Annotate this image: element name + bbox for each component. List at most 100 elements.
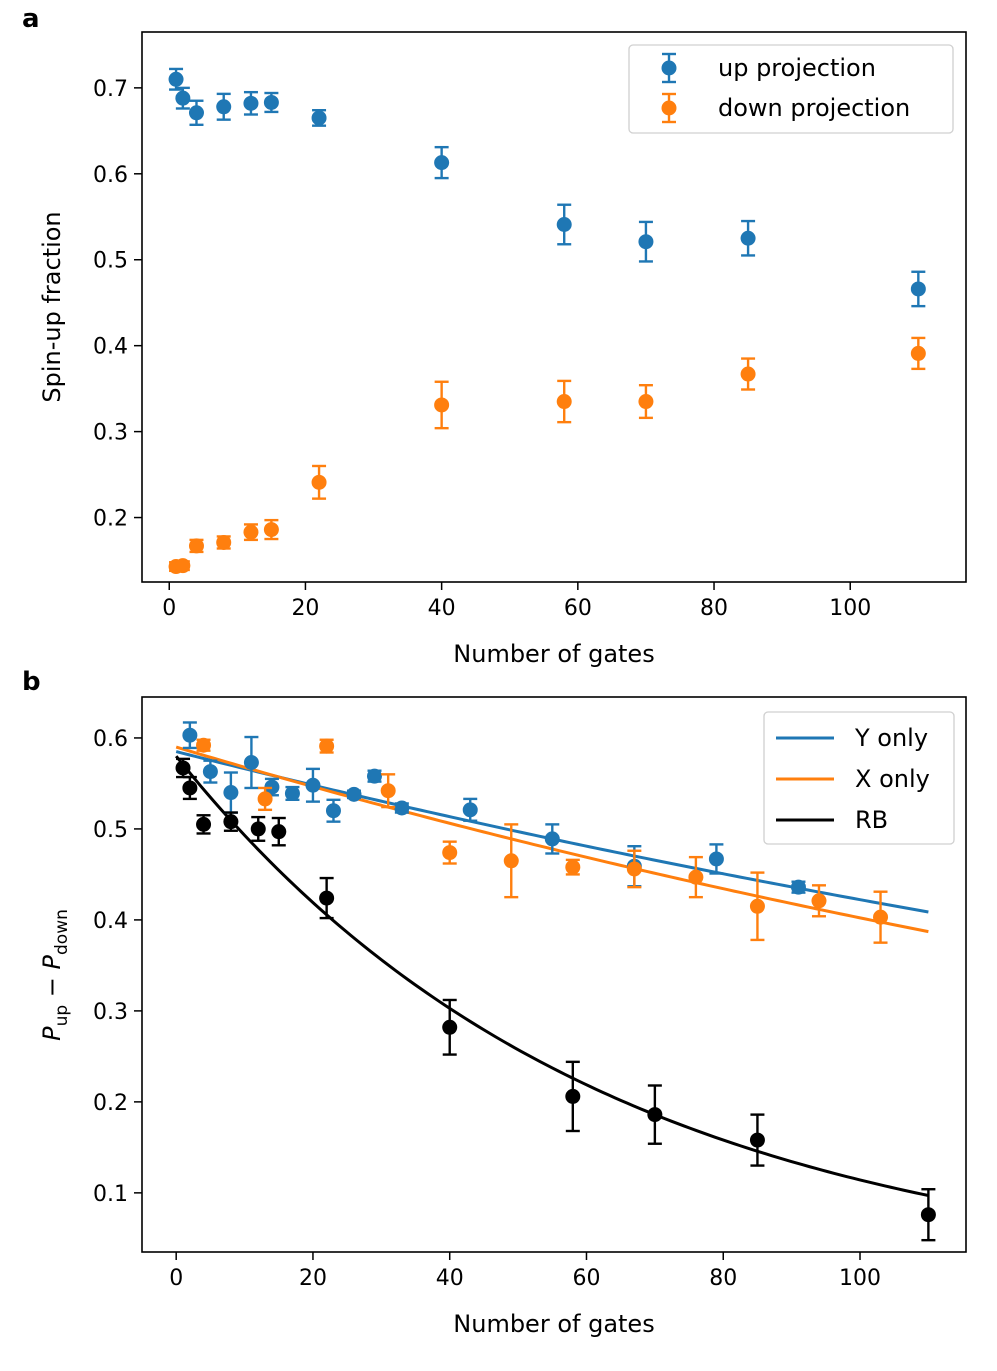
data-point [910,345,926,361]
legend-entry-down-projection [661,92,677,124]
panel-b-series-y-only [182,721,806,895]
data-point [544,831,560,847]
data-point [175,760,191,776]
data-point [556,394,572,410]
panel-a-ytick-label-2: 0.4 [93,335,128,360]
panel-a-frame [141,31,967,583]
panel-a-ytick-label-3: 0.5 [93,249,128,274]
panel-a-ytick-label-1: 0.3 [93,421,128,446]
data-point [503,853,519,869]
panel-a-series-up-projection [168,67,926,308]
panel-a-series-down-projection [168,336,926,575]
panel-a-xlabel: Number of gates [453,640,654,668]
data-point [688,869,704,885]
data-point [749,1132,765,1148]
panel-a-legend-box [628,44,954,134]
data-point [243,95,259,111]
data-point [910,281,926,297]
data-point [790,879,806,895]
data-point [442,1019,458,1035]
data-point [319,890,335,906]
data-point [243,755,259,771]
data-point [434,397,450,413]
panel-a-xtick-label-0: 0 [162,596,176,621]
data-point [182,727,198,743]
panel-b: b 0 20 40 60 80 100 0.1 0.2 0.3 0.4 0.5 0.6 Number … [22,667,967,1338]
data-point [216,534,232,550]
panel-b-xtick-label-0: 0 [169,1266,183,1291]
data-point [196,737,212,753]
panel-a-label: a [22,4,40,34]
data-point [346,786,362,802]
panel-b-series-rb [175,757,936,1242]
panel-b-ytick-label-1: 0.2 [93,1091,128,1116]
panel-a-xtick-label-40: 40 [428,596,456,621]
legend-entry-up-projection [661,52,677,84]
panel-b-series-x-only [196,737,889,944]
data-point [202,764,218,780]
panel-a-xtick-label-20: 20 [291,596,319,621]
data-point [920,1207,936,1223]
legend-marker [661,60,677,76]
panel-a-marks [168,67,926,575]
legend-label-y-only: Y only [854,724,928,752]
data-point [263,94,279,110]
data-point [182,780,198,796]
data-point [284,785,300,801]
data-point [263,522,279,538]
data-point [250,821,266,837]
ylabel-sub-down: down [52,909,72,955]
data-point [305,777,321,793]
panel-b-frame [141,696,967,1253]
data-point [442,845,458,861]
data-point [311,474,327,490]
data-point [638,394,654,410]
data-point [434,155,450,171]
data-point [243,524,259,540]
panel-b-fit-line-rb [175,755,929,1197]
data-point [647,1107,663,1123]
panel-b-label: b [22,667,41,697]
legend-label-rb: RB [855,806,888,834]
data-point [325,803,341,819]
data-point [188,105,204,121]
panel-a-legend: up projection down projection [628,44,954,134]
data-point [873,909,889,925]
data-point [380,783,396,799]
panel-b-ytick-label-2: 0.3 [93,1000,128,1025]
panel-a: a 0 20 40 60 80 100 0.2 0.3 0.4 0.5 0.6 0.7 Number … [22,4,967,668]
data-point [394,800,410,816]
panel-a-ytick-label-0: 0.2 [93,507,128,532]
panel-a-xtick-label-100: 100 [829,596,871,621]
ylabel-sub-up: up [52,1005,72,1027]
panel-b-ylabel: Pup − Pdown [38,909,72,1041]
panel-b-legend: Y only X only RB [763,711,955,845]
panel-b-xtick-label-60: 60 [572,1266,600,1291]
panel-b-legend-box [763,711,955,845]
data-point [565,1088,581,1104]
panel-a-ticks: 0 20 40 60 80 100 0.2 0.3 0.4 0.5 0.6 0.7 [93,77,871,621]
panel-a-ylabel: Spin-up fraction [38,211,66,402]
data-point [223,814,239,830]
data-point [223,785,239,801]
data-point [565,859,581,875]
data-point [811,893,827,909]
ylabel-p-down: P [38,954,66,969]
panel-b-ytick-label-0: 0.1 [93,1182,128,1207]
data-point [556,217,572,232]
data-point [168,71,184,87]
data-point [740,230,756,246]
data-point [319,738,335,754]
panel-a-xtick-label-80: 80 [700,596,728,621]
panel-a-ytick-label-4: 0.6 [93,163,128,188]
panel-b-xtick-label-80: 80 [709,1266,737,1291]
data-point [749,898,765,914]
ylabel-p-up: P [38,1026,66,1041]
panel-b-xtick-label-20: 20 [299,1266,327,1291]
data-point [708,851,724,867]
panel-b-ytick-label-3: 0.4 [93,909,128,934]
data-point [740,366,756,382]
ylabel-minus: − [38,969,66,1004]
legend-label-down-projection: down projection [718,94,910,122]
